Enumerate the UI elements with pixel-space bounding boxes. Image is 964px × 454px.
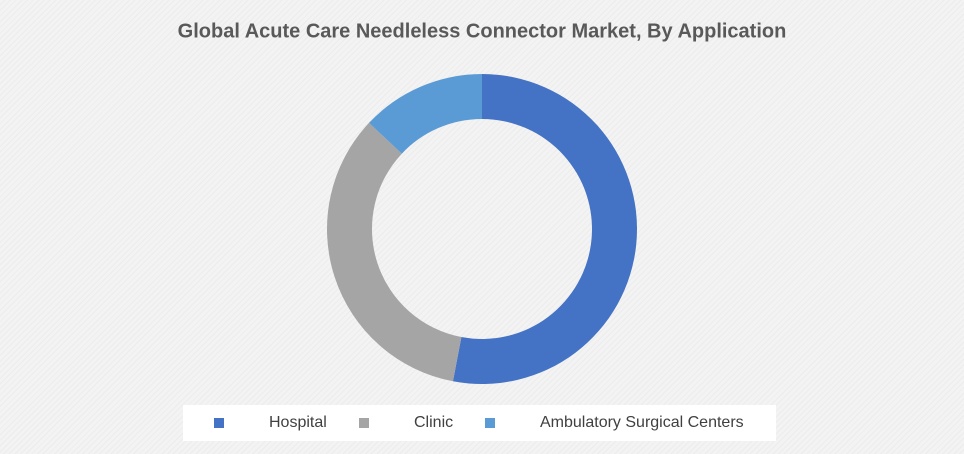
donut-segment [327, 122, 462, 382]
legend-label: Ambulatory Surgical Centers [540, 414, 744, 431]
legend-label: Clinic [414, 414, 453, 431]
legend-box [183, 405, 776, 441]
legend-marker [359, 418, 369, 428]
chart-title: Global Acute Care Needleless Connector M… [178, 20, 787, 42]
legend-marker [485, 418, 495, 428]
legend-marker [214, 418, 224, 428]
donut-segment [369, 74, 482, 154]
legend-label: Hospital [269, 414, 327, 431]
donut-segment [452, 74, 637, 384]
